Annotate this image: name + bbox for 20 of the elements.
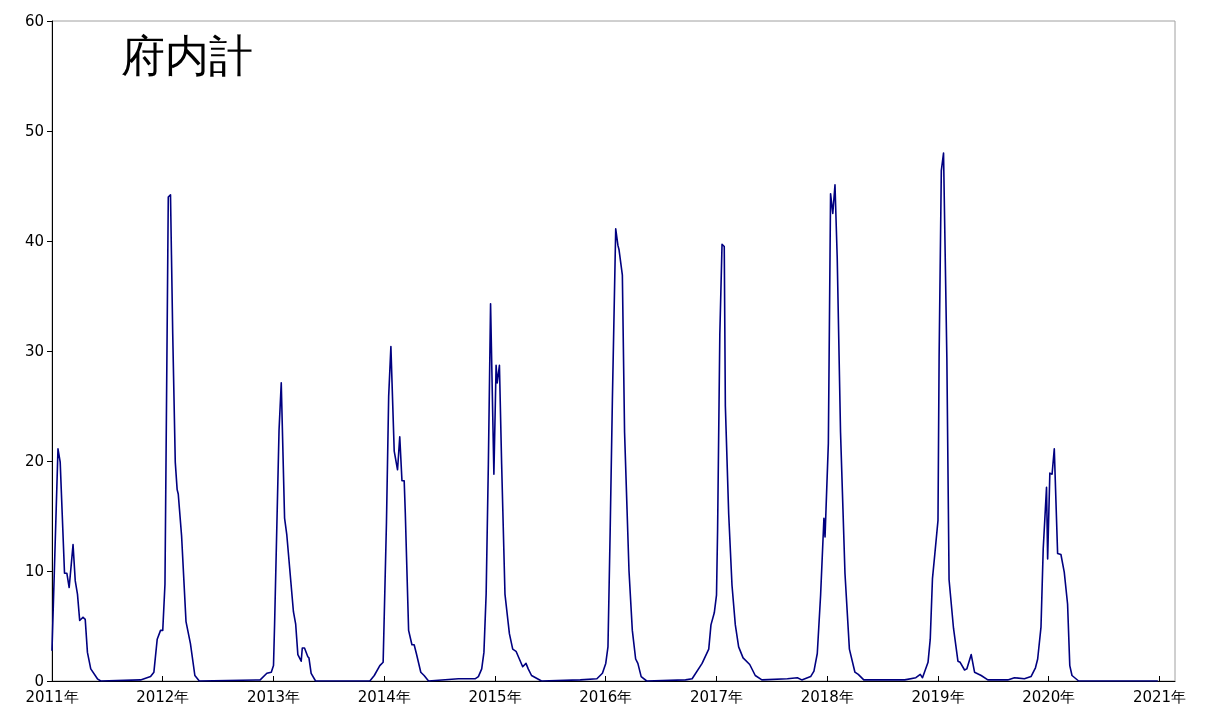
x-tick-label: 2021年 (1132, 687, 1187, 706)
y-tick-label: 40 (24, 232, 44, 250)
x-tick-label: 2015年 (468, 687, 522, 706)
line-series (51, 152, 1159, 682)
y-tick-label: 0 (34, 672, 44, 690)
y-tick-label: 60 (24, 12, 44, 30)
y-tick-label: 10 (24, 562, 44, 580)
x-tick-label: 2019年 (911, 687, 965, 706)
x-tick-label: 2016年 (579, 687, 633, 706)
x-tick-label: 2011年 (25, 687, 79, 706)
y-tick-label: 30 (24, 342, 44, 360)
y-tick-label: 20 (24, 452, 44, 470)
x-tick-label: 2014年 (357, 687, 411, 706)
x-tick-label: 2012年 (136, 687, 190, 706)
x-tick-label: 2020年 (1022, 687, 1076, 706)
chart-title: 府内計 (121, 29, 253, 81)
x-tick-label: 2013年 (246, 687, 301, 706)
y-tick-label: 50 (24, 122, 44, 140)
x-tick-label: 2018年 (800, 687, 854, 706)
x-tick-label: 2017年 (689, 687, 744, 706)
